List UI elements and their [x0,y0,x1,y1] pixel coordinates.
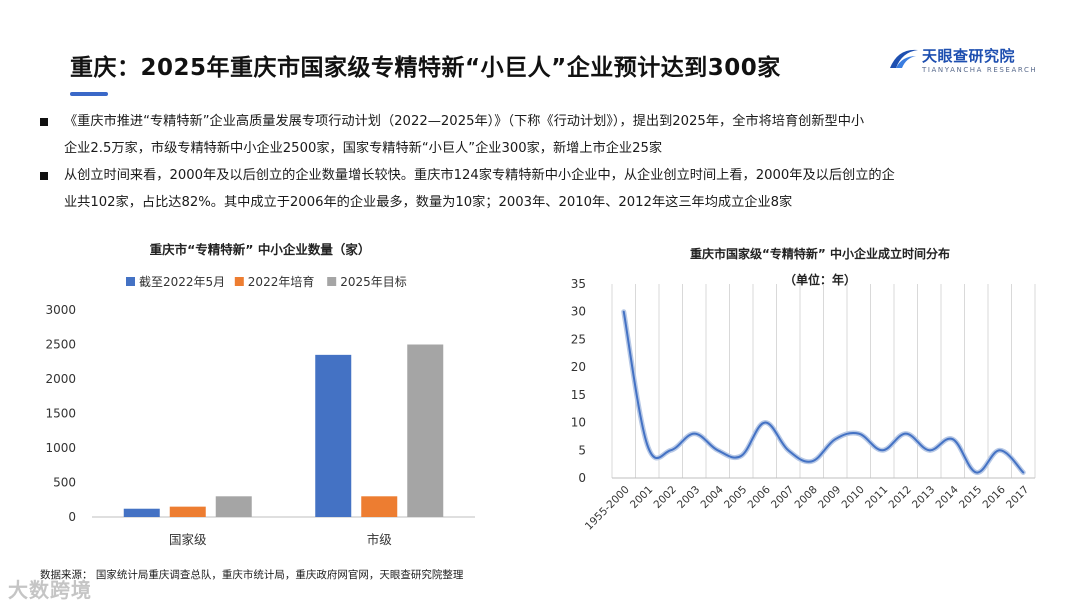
bar [169,506,206,517]
series-line [622,310,1025,474]
bullet-text-line: 企业2.5万家，市级专精特新中小企业2500家，国家专精特新“小巨人”企业300… [64,141,663,156]
x-tick-label: 2002 [651,484,678,511]
x-tick-label: 2011 [863,484,890,511]
bar-chart-enterprise-count: 重庆市“专精特新” 中小企业数量（家） 截至2022年5月 2022年培育 2025年… [30,232,490,562]
bullet-square-icon [40,172,48,180]
x-tick-label: 2007 [769,484,796,511]
y-tick-label: 1500 [45,407,76,421]
legend-swatch [327,277,337,286]
y-tick-label: 3000 [45,303,76,317]
x-tick-label: 2010 [839,484,866,511]
x-tick-label: 2009 [816,484,843,511]
x-tick-label: 2003 [675,484,702,511]
y-tick-label: 1000 [45,441,76,455]
x-tick-label: 2006 [745,483,773,511]
y-tick-label: 15 [571,388,586,402]
bullet-list: 《重庆市推进“专精特新”企业高质量发展专项行动计划（2022—2025年）》（下… [40,108,1050,216]
y-tick-label: 30 [571,305,586,319]
legend-swatch [126,277,135,286]
bullet-text-line: 从创立时间来看，2000年及以后创立的企业数量增长较快。重庆市124家专精特新中… [64,168,895,183]
x-tick-label: 2012 [886,484,913,511]
bar [315,354,352,517]
x-tick-label: 2017 [1004,484,1031,511]
x-tick-label: 2004 [698,483,726,511]
logo-text-cn: 天眼查研究院 [922,47,1016,65]
watermark: 大数跨境 [8,578,92,602]
x-tick-label: 2008 [792,484,819,511]
y-tick-label: 5 [578,443,586,457]
bar [123,508,160,517]
y-tick-label: 0 [68,510,76,524]
page-title: 重庆：2025年重庆市国家级专精特新“小巨人”企业预计达到300家 [70,55,781,81]
chart-title: 重庆市“专精特新” 中小企业数量（家） [150,242,371,257]
bullet-item: 从创立时间来看，2000年及以后创立的企业数量增长较快。重庆市124家专精特新中… [40,162,1050,216]
legend-label: 截至2022年5月 [139,275,225,289]
data-source-note: 数据来源： 国家统计局重庆调查总队，重庆市统计局，重庆政府网官网，天眼查研究院整… [40,569,464,581]
x-tick-label: 1955-2000 [583,484,632,533]
logo-icon [890,49,918,68]
line-chart-svg: 重庆市国家级“专精特新” 中小企业成立时间分布 （单位：年） 0 5 10 15 20 25 3… [571,246,1036,533]
bullet-text-line: 《重庆市推进“专精特新”企业高质量发展专项行动计划（2022—2025年）》（下… [64,114,865,129]
legend-label: 2022年培育 [248,274,315,289]
brand-logo: 天眼查研究院 TIANYANCHA RESEARCH [888,44,1038,80]
y-tick-label: 2500 [45,338,76,352]
x-category-label: 市级 [367,532,393,547]
bullet-square-icon [40,118,48,126]
bullet-item: 《重庆市推进“专精特新”企业高质量发展专项行动计划（2022—2025年）》（下… [40,108,1050,162]
legend-swatch [234,277,244,286]
chart-subtitle: （单位：年） [784,272,856,287]
x-category-label: 国家级 [169,532,207,547]
x-tick-label: 2005 [722,484,749,511]
bullet-text-line: 业共102家，占比达82%。其中成立于2006年的企业最多，数量为10家；200… [64,195,793,210]
line-chart-founding-year: 重庆市国家级“专精特新” 中小企业成立时间分布 （单位：年） 0 5 10 15 20 25 3… [560,240,1060,550]
bar [407,344,444,517]
x-tick-label: 2013 [910,484,937,511]
chart-title: 重庆市国家级“专精特新” 中小企业成立时间分布 [690,246,950,261]
x-tick-label: 2014 [933,483,961,511]
y-tick-label: 25 [571,332,586,346]
x-tick-label: 2015 [957,484,984,511]
y-tick-label: 2000 [45,372,76,386]
y-tick-label: 20 [571,360,586,374]
title-accent-bar [70,92,108,96]
y-tick-label: 35 [571,277,586,291]
bar [361,496,398,517]
x-tick-label: 2001 [628,484,655,511]
y-tick-label: 0 [578,471,586,485]
y-tick-label: 500 [53,476,76,490]
legend-label: 2025年目标 [340,275,407,289]
y-tick-label: 10 [571,416,586,430]
bar-chart-svg: 重庆市“专精特新” 中小企业数量（家） 截至2022年5月 2022年培育 2025年… [45,242,475,547]
x-tick-label: 2016 [980,483,1008,511]
bar [215,496,252,517]
logo-text-en: TIANYANCHA RESEARCH [922,66,1038,74]
